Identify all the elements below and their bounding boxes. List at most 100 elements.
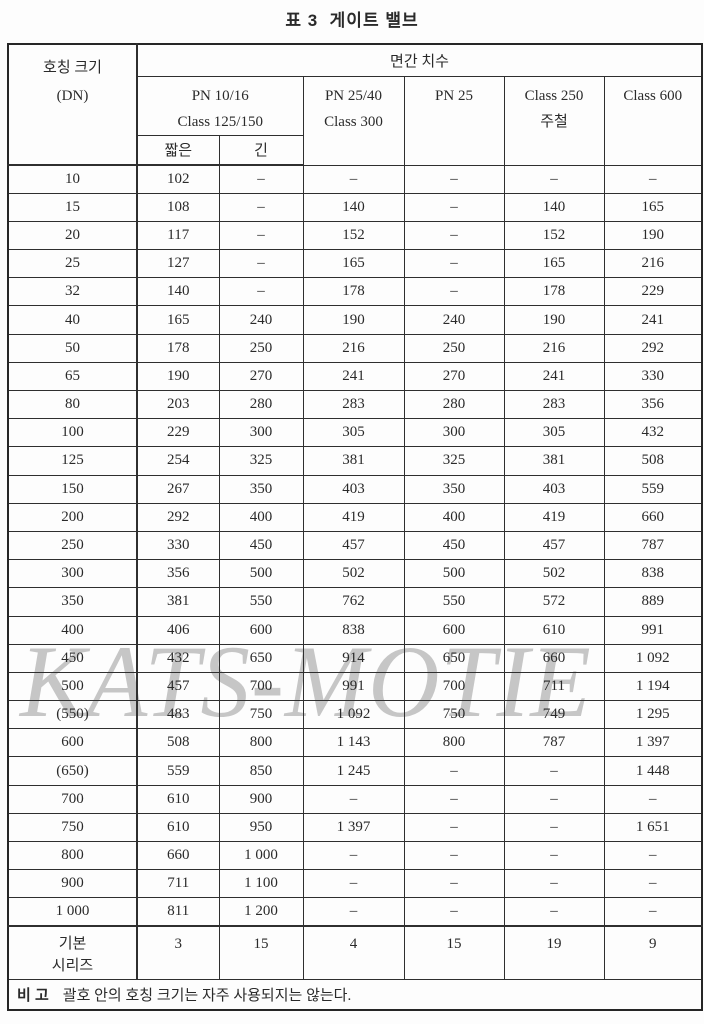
table-row: 450 432 650 914 650 660 1 092 [7, 643, 703, 673]
dimension-cell: 419 [503, 502, 605, 532]
dimension-cell: – [302, 784, 405, 814]
dimension-cell: 991 [603, 615, 703, 645]
table-row: 40 165 240 190 240 190 241 [7, 305, 703, 335]
dimension-cell: 165 [503, 249, 605, 279]
dimension-cell: 350 [218, 474, 304, 504]
dimension-cell: 1 143 [302, 728, 405, 758]
dimension-cell: 305 [302, 418, 405, 448]
dimension-cell: 381 [136, 587, 220, 617]
dimension-cell: 419 [302, 502, 405, 532]
dimension-cell: 241 [603, 305, 703, 335]
dimension-cell: 356 [136, 559, 220, 589]
dimension-cell: 483 [136, 700, 220, 730]
dimension-cell: 550 [218, 587, 304, 617]
dimension-cell: 1 092 [603, 643, 703, 673]
dimension-cell: 1 397 [302, 812, 405, 843]
dimension-cell: 610 [136, 812, 220, 843]
header-row-1: 호칭 크기 (DN) 면간 치수 [7, 43, 703, 166]
dimension-cell: 750 [218, 700, 304, 730]
dimension-cell: – [403, 756, 505, 786]
table-row: 300 356 500 502 500 502 838 [7, 559, 703, 589]
header-pn1016-class125150: PN 10/16 Class 125/150 [136, 75, 304, 136]
dimension-cell: 300 [403, 418, 505, 448]
dimension-cell: 267 [136, 474, 220, 504]
dimension-cell: 711 [503, 671, 605, 702]
dn-cell: 1 000 [7, 897, 138, 927]
dimension-cell: – [403, 869, 505, 899]
dimension-cell: 500 [218, 559, 304, 589]
dimension-cell: 900 [218, 784, 304, 814]
dimension-cell: – [503, 840, 605, 871]
table-row: 500 457 700 991 700 711 1 194 [7, 671, 703, 702]
dn-cell: 350 [7, 587, 138, 617]
dimension-cell: 838 [603, 559, 703, 589]
basic-series-value: 15 [218, 925, 304, 980]
table-row: 50 178 250 216 250 216 292 [7, 333, 703, 363]
dimension-cell: 190 [603, 220, 703, 251]
dn-cell: 125 [7, 446, 138, 476]
dn-cell: 15 [7, 192, 138, 222]
dimension-cell: 711 [136, 869, 220, 899]
header-class250-line2: 주철 [540, 113, 568, 130]
dimension-cell: 178 [136, 333, 220, 363]
dimension-cell: – [403, 164, 505, 194]
table-row: 25 127–165–165 216 [7, 249, 703, 279]
dimension-cell: 216 [603, 249, 703, 279]
page-title: 표 3 게이트 밸브 [285, 11, 419, 30]
table-row: 750 610 950 1 397– –1 651 [7, 812, 703, 843]
basic-series-value: 15 [403, 925, 505, 980]
dimension-cell: 280 [218, 389, 304, 420]
dimension-cell: 660 [603, 502, 703, 532]
dimension-cell: 305 [503, 418, 605, 448]
dimension-cell: – [403, 192, 505, 222]
dimension-cell: 270 [218, 361, 304, 392]
dimension-cell: 240 [403, 305, 505, 335]
dimension-cell: 508 [603, 446, 703, 476]
header-row-2: PN 10/16 Class 125/150 PN 25/40 Class 30… [8, 75, 703, 166]
dimension-cell: 178 [503, 277, 605, 307]
dimension-cell: – [603, 869, 703, 899]
dimension-cell: 140 [302, 192, 405, 222]
dimension-cell: 330 [603, 361, 703, 392]
dimension-cell: 650 [218, 643, 304, 673]
gate-valve-dimension-table: 호칭 크기 (DN) 면간 치수 PN 10/16 Class 125/150 … [7, 43, 704, 1012]
header-short: 짧은 [136, 134, 220, 166]
dn-cell: 300 [7, 559, 138, 589]
dimension-cell: 1 200 [218, 897, 304, 927]
dimension-cell: 1 397 [603, 728, 703, 758]
header-long: 긴 [218, 134, 304, 166]
dimension-cell: 850 [218, 756, 304, 786]
dimension-cell: – [503, 756, 605, 786]
dimension-cell: 1 651 [603, 812, 703, 843]
dimension-cell: 1 245 [302, 756, 405, 786]
dimension-cell: 240 [218, 305, 304, 335]
dimension-cell: – [403, 249, 505, 279]
dimension-cell: 241 [503, 361, 605, 392]
table-row: (550) 483 750 1 092 750 749 1 295 [7, 700, 703, 730]
dimension-cell: 914 [302, 643, 405, 673]
dimension-cell: 270 [403, 361, 505, 392]
dimension-cell: 660 [503, 643, 605, 673]
header-pn2540-class300: PN 25/40 Class 300 [302, 75, 405, 166]
table-row: 400 406 600 838 600 610 991 [7, 615, 703, 645]
dimension-cell: 502 [503, 559, 605, 589]
dimension-cell: 178 [302, 277, 405, 307]
dn-cell: (650) [7, 756, 138, 786]
dimension-cell: 1 092 [302, 700, 405, 730]
dimension-cell: – [603, 784, 703, 814]
dimension-cell: 787 [503, 728, 605, 758]
table-row: 15 108–140–140 165 [7, 192, 703, 222]
table-row: 250 330 450 457 450 457 787 [7, 530, 703, 561]
dimension-cell: – [218, 220, 304, 251]
table-row: 600 508 800 1 143 800 787 1 397 [7, 728, 703, 758]
dimension-cell: 600 [403, 615, 505, 645]
dimension-cell: 787 [603, 530, 703, 561]
note-row: 비 고 괄호 안의 호칭 크기는 자주 사용되지는 않는다. [7, 978, 703, 1011]
dn-cell: 450 [7, 643, 138, 673]
dimension-cell: 325 [218, 446, 304, 476]
dn-cell: 20 [7, 220, 138, 251]
dimension-cell: 1 000 [218, 840, 304, 871]
dimension-cell: – [218, 249, 304, 279]
dimension-cell: 229 [603, 277, 703, 307]
dn-cell: 750 [7, 812, 138, 843]
